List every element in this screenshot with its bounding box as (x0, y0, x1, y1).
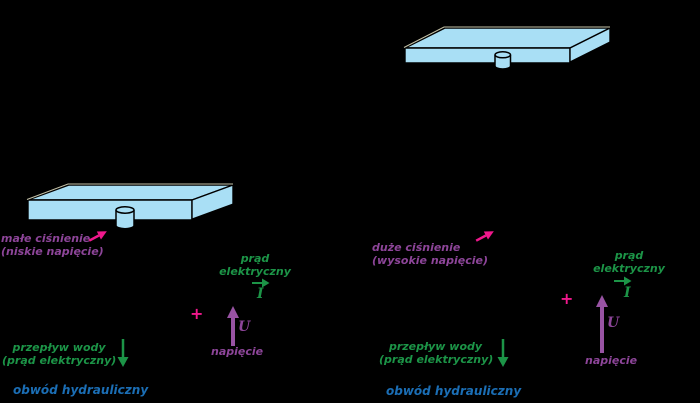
flow-label-line1: przepływ wody (388, 340, 483, 353)
left-voltage-arrow-icon (227, 306, 239, 346)
left-current-label: prąd elektryczny (213, 252, 297, 278)
left-current-direction-icon (252, 278, 270, 288)
right-flow-arrow-icon (497, 339, 509, 367)
current-label-line2: elektryczny (593, 262, 665, 275)
left-voltage-symbol: U (238, 319, 251, 335)
left-pressure-label: małe ciśnienie (niskie napięcie) (1, 232, 104, 258)
left-circuit-label: obwód hydrauliczny (13, 383, 149, 397)
pressure-label-line1: duże ciśnienie (372, 241, 461, 254)
right-voltage-label: napięcie (585, 354, 638, 367)
left-water-tank-icon (26, 183, 234, 230)
flow-label-line2: (prąd elektryczny) (2, 354, 117, 367)
tank-outlet-pipe-icon (115, 206, 135, 230)
pressure-label-line2: (wysokie napięcie) (372, 254, 488, 267)
flow-label-line2: (prąd elektryczny) (379, 353, 494, 366)
right-current-direction-icon (614, 276, 632, 286)
right-pressure-pointer-icon (475, 231, 494, 242)
left-voltage-label: napięcie (211, 345, 264, 358)
right-plus-sign: + (560, 289, 574, 308)
right-current-symbol: I (624, 285, 631, 301)
right-voltage-symbol: U (607, 315, 620, 331)
pressure-label-line2: (niskie napięcie) (1, 245, 104, 258)
flow-label-line1: przepływ wody (12, 341, 106, 354)
pressure-label-line1: małe ciśnienie (1, 232, 91, 245)
left-pressure-pointer-icon (88, 231, 107, 242)
current-label-line2: elektryczny (219, 265, 291, 278)
right-circuit-label: obwód hydrauliczny (386, 384, 522, 398)
left-flow-arrow-icon (117, 339, 129, 367)
tank-outlet-pipe-icon (494, 51, 512, 70)
left-plus-sign: + (190, 304, 204, 323)
right-voltage-arrow-icon (596, 295, 608, 353)
right-flow-label: przepływ wody (prąd elektryczny) (379, 340, 494, 366)
right-water-tank-icon (403, 26, 611, 70)
left-current-symbol: I (257, 286, 264, 302)
current-label-line1: prąd (240, 252, 270, 265)
current-label-line1: prąd (614, 249, 644, 262)
right-pressure-label: duże ciśnienie (wysokie napięcie) (372, 241, 488, 267)
right-current-label: prąd elektryczny (592, 249, 666, 275)
left-flow-label: przepływ wody (prąd elektryczny) (2, 341, 116, 367)
